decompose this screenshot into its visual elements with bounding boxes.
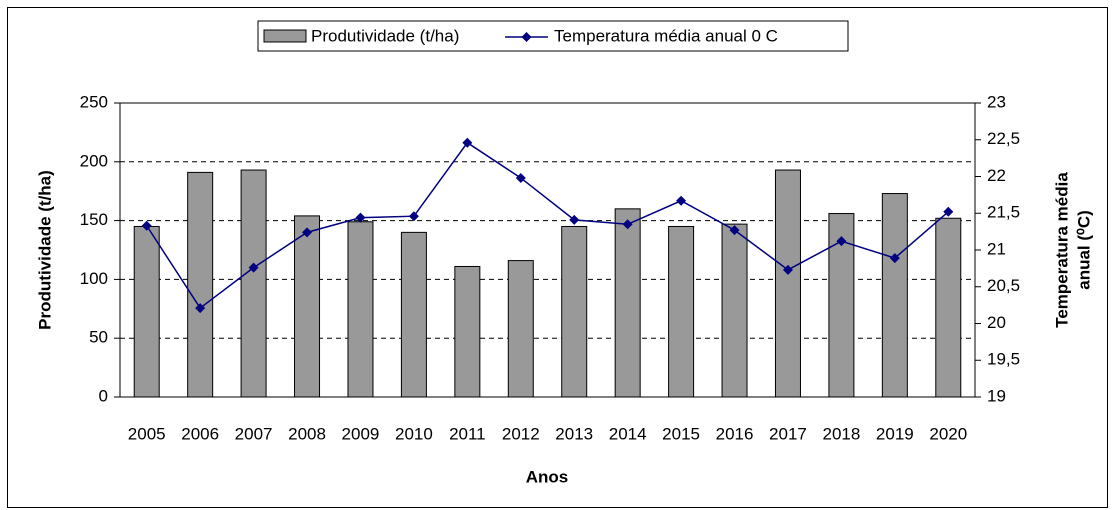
x-tick-label: 2006 bbox=[181, 424, 219, 443]
marker bbox=[355, 212, 366, 223]
y2-axis-label: anual (⁰C) bbox=[1074, 210, 1093, 290]
bar bbox=[347, 221, 374, 398]
bar bbox=[507, 260, 534, 398]
y2-tick-label: 21,5 bbox=[987, 203, 1020, 222]
y2-tick-label: 22,5 bbox=[987, 129, 1020, 148]
marker bbox=[676, 195, 687, 206]
marker bbox=[248, 262, 259, 273]
y2-tick-label: 20 bbox=[987, 313, 1006, 332]
legend-label: Temperatura média anual 0 C bbox=[554, 26, 778, 45]
x-tick-label: 2016 bbox=[716, 424, 754, 443]
bar bbox=[935, 217, 962, 398]
y-tick-label: 200 bbox=[80, 151, 108, 170]
x-tick-label: 2015 bbox=[662, 424, 700, 443]
legend-swatch bbox=[263, 29, 307, 43]
y2-tick-label: 22 bbox=[987, 166, 1006, 185]
x-tick-label: 2007 bbox=[235, 424, 273, 443]
legend-box bbox=[257, 20, 849, 52]
bar bbox=[614, 208, 641, 398]
marker bbox=[408, 211, 419, 222]
x-axis-label: Anos bbox=[526, 467, 569, 486]
bar bbox=[668, 225, 695, 398]
x-tick-label: 2019 bbox=[876, 424, 914, 443]
marker bbox=[622, 219, 633, 230]
bar bbox=[294, 215, 321, 398]
marker bbox=[515, 172, 526, 183]
x-tick-label: 2012 bbox=[502, 424, 540, 443]
x-tick-label: 2009 bbox=[342, 424, 380, 443]
line bbox=[146, 141, 949, 310]
marker bbox=[302, 227, 313, 238]
y2-tick-label: 19 bbox=[987, 386, 1006, 405]
y2-axis-label: Temperatura média bbox=[1052, 172, 1071, 328]
y-axis-label: Produtividade (t/ha) bbox=[35, 170, 54, 330]
x-tick-label: 2017 bbox=[769, 424, 807, 443]
x-tick-label: 2008 bbox=[288, 424, 326, 443]
x-tick-label: 2018 bbox=[822, 424, 860, 443]
bar bbox=[454, 265, 481, 398]
marker bbox=[889, 253, 900, 264]
legend-marker bbox=[521, 32, 532, 42]
y2-tick-label: 23 bbox=[987, 92, 1006, 111]
x-tick-label: 2020 bbox=[929, 424, 967, 443]
marker bbox=[569, 214, 580, 225]
plot-area bbox=[119, 102, 976, 398]
bar bbox=[561, 225, 588, 398]
marker bbox=[141, 220, 152, 231]
y-tick-label: 100 bbox=[80, 269, 108, 288]
bar bbox=[187, 171, 214, 398]
y-tick-label: 0 bbox=[99, 386, 108, 405]
marker bbox=[729, 225, 740, 236]
bar bbox=[400, 231, 427, 398]
bar bbox=[774, 169, 801, 398]
marker bbox=[836, 236, 847, 247]
y2-tick-label: 21 bbox=[987, 239, 1006, 258]
x-tick-label: 2013 bbox=[555, 424, 593, 443]
bar bbox=[133, 225, 160, 398]
y2-tick-label: 19,5 bbox=[987, 350, 1020, 369]
x-tick-label: 2014 bbox=[609, 424, 647, 443]
marker bbox=[943, 206, 954, 217]
y-tick-label: 50 bbox=[89, 328, 108, 347]
bar bbox=[721, 223, 748, 398]
marker bbox=[195, 303, 206, 314]
legend-label: Produtividade (t/ha) bbox=[311, 26, 459, 45]
x-tick-label: 2010 bbox=[395, 424, 433, 443]
y-tick-label: 150 bbox=[80, 210, 108, 229]
x-tick-label: 2005 bbox=[128, 424, 166, 443]
bar bbox=[881, 193, 908, 398]
x-tick-label: 2011 bbox=[449, 424, 486, 443]
marker bbox=[782, 264, 793, 275]
y2-tick-label: 20,5 bbox=[987, 276, 1020, 295]
y-tick-label: 250 bbox=[80, 92, 108, 111]
marker bbox=[462, 137, 473, 148]
bar bbox=[240, 169, 267, 398]
